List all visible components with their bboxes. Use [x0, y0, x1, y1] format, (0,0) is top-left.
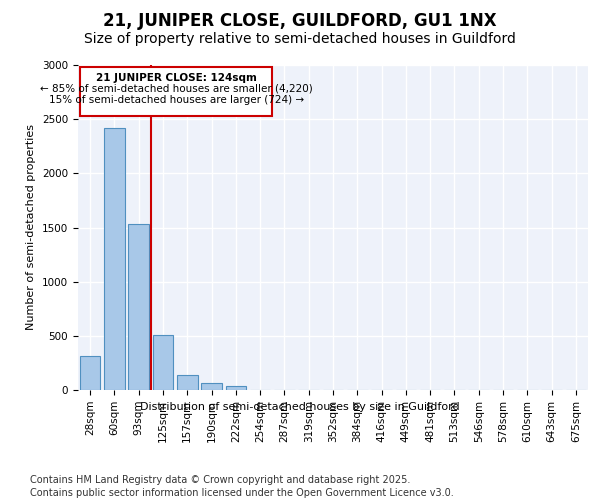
Text: Contains HM Land Registry data © Crown copyright and database right 2025.: Contains HM Land Registry data © Crown c…: [30, 475, 410, 485]
Bar: [152, 335, 173, 390]
Bar: [80, 356, 100, 390]
Text: Distribution of semi-detached houses by size in Guildford: Distribution of semi-detached houses by …: [140, 402, 460, 412]
Text: Size of property relative to semi-detached houses in Guildford: Size of property relative to semi-detach…: [84, 32, 516, 46]
Bar: [201, 383, 222, 390]
Bar: [104, 128, 125, 390]
Text: 21, JUNIPER CLOSE, GUILDFORD, GU1 1NX: 21, JUNIPER CLOSE, GUILDFORD, GU1 1NX: [103, 12, 497, 30]
Text: Contains public sector information licensed under the Open Government Licence v3: Contains public sector information licen…: [30, 488, 454, 498]
Bar: [128, 224, 149, 390]
Text: 15% of semi-detached houses are larger (724) →: 15% of semi-detached houses are larger (…: [49, 95, 304, 105]
FancyBboxPatch shape: [80, 67, 272, 116]
Text: 21 JUNIPER CLOSE: 124sqm: 21 JUNIPER CLOSE: 124sqm: [96, 72, 257, 83]
Y-axis label: Number of semi-detached properties: Number of semi-detached properties: [26, 124, 37, 330]
Bar: [226, 386, 246, 390]
Bar: [177, 375, 197, 390]
Text: ← 85% of semi-detached houses are smaller (4,220): ← 85% of semi-detached houses are smalle…: [40, 84, 313, 94]
